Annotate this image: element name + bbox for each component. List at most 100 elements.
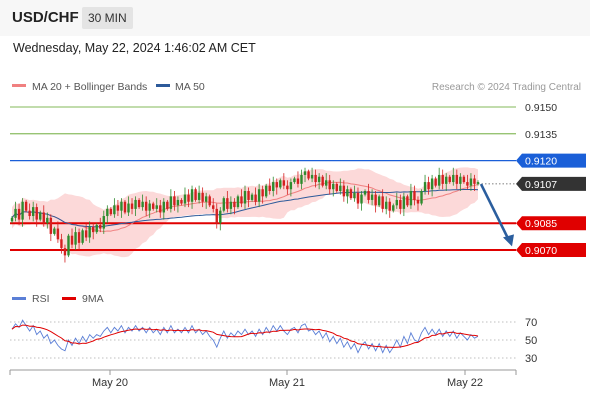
x-tick-label: May 21 — [269, 377, 305, 389]
candle — [349, 187, 353, 200]
candle — [243, 185, 247, 209]
candle-body — [473, 178, 476, 184]
candle-body — [190, 189, 194, 202]
candle — [370, 189, 374, 206]
candle-body — [286, 185, 289, 190]
candle — [381, 189, 384, 213]
x-tick-label: May 22 — [447, 377, 483, 389]
9ma-legend-swatch — [62, 297, 76, 300]
rsi-line — [11, 319, 479, 354]
candle — [317, 173, 321, 190]
candle-body — [469, 178, 473, 186]
candle — [254, 187, 257, 206]
candle-body — [208, 196, 211, 206]
candle-body — [300, 174, 303, 184]
candle — [99, 217, 102, 233]
candle-body — [28, 210, 31, 217]
candle — [84, 223, 88, 242]
bollinger-bands — [12, 167, 478, 258]
candle-body — [219, 210, 222, 224]
candle-body — [392, 205, 395, 211]
candle — [466, 174, 469, 190]
candle-body — [289, 182, 293, 190]
candle-body — [31, 207, 35, 217]
candle — [321, 174, 324, 188]
candle — [229, 196, 233, 215]
candle — [222, 196, 226, 213]
ma20-legend-label: MA 20 + Bollinger Bands — [32, 81, 147, 93]
candle — [272, 176, 275, 197]
candle-body — [243, 191, 247, 204]
rsi-panel: 70 50 30 — [10, 317, 537, 365]
candle — [385, 196, 388, 215]
candle — [148, 199, 151, 218]
candle-body — [402, 196, 406, 209]
candle-body — [10, 217, 14, 222]
candle — [434, 176, 437, 188]
candle — [402, 192, 406, 217]
candle — [473, 174, 476, 192]
candle — [28, 203, 31, 220]
candle-body — [130, 203, 134, 209]
candle-body — [84, 230, 88, 238]
candle-body — [268, 185, 271, 192]
candle-body — [127, 203, 130, 213]
candle — [21, 198, 24, 227]
candle — [53, 226, 56, 236]
candle-body — [91, 226, 95, 233]
candle-body — [462, 176, 466, 183]
candle — [363, 189, 367, 197]
candle — [448, 174, 451, 184]
level-tag-0.9107 — [516, 176, 586, 191]
candle-body — [370, 194, 374, 200]
candle — [215, 203, 218, 229]
candle — [367, 183, 370, 204]
candle — [123, 199, 127, 215]
candle — [88, 221, 91, 243]
candle-body — [67, 235, 70, 256]
candle-body — [385, 201, 388, 209]
candle-body — [134, 199, 137, 209]
rsi-legend-label: RSI — [32, 293, 50, 305]
candle — [208, 194, 211, 208]
candle-body — [310, 174, 314, 179]
candle — [14, 201, 17, 222]
candle — [236, 194, 240, 209]
candle — [134, 196, 137, 217]
candle-body — [169, 196, 173, 209]
candle-body — [423, 182, 427, 192]
candle — [409, 183, 413, 209]
candle-body — [445, 176, 448, 184]
candle — [187, 189, 190, 208]
candle-body — [275, 182, 278, 188]
candle — [420, 189, 423, 206]
candle — [452, 167, 455, 186]
candle-body — [222, 198, 226, 211]
candle — [60, 233, 63, 254]
candle — [455, 169, 459, 190]
candle-body — [17, 208, 21, 220]
candle — [360, 191, 363, 211]
candle — [183, 187, 187, 208]
candle — [399, 194, 402, 215]
candle — [67, 233, 70, 258]
candle — [190, 185, 194, 209]
candle-body — [173, 196, 176, 206]
main-legend: MA 20 + Bollinger Bands MA 50 — [12, 81, 205, 93]
candle-body — [459, 176, 462, 184]
timeframe-button[interactable]: 30 MIN — [82, 7, 133, 29]
candle — [194, 187, 197, 202]
candle — [423, 174, 427, 195]
candle-body — [388, 201, 391, 211]
candle — [109, 207, 113, 217]
level-label-0.9070: 0.9070 — [525, 245, 557, 257]
forecast-arrow-head — [503, 234, 514, 247]
candle-body — [102, 216, 105, 229]
candle — [250, 192, 254, 202]
candle-body — [441, 174, 444, 184]
price-levels — [10, 106, 516, 251]
candle-body — [346, 189, 349, 197]
forecast-arrow — [479, 183, 514, 247]
candle — [377, 194, 381, 208]
candle — [39, 210, 42, 222]
